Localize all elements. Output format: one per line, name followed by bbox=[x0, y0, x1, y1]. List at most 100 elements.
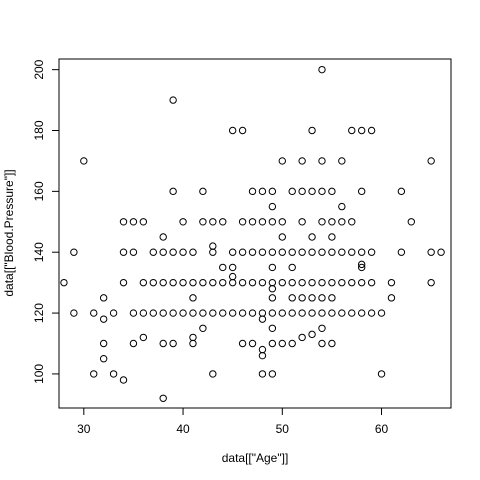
data-point bbox=[427, 248, 435, 256]
data-point bbox=[348, 309, 356, 317]
data-point bbox=[397, 248, 406, 256]
data-point bbox=[119, 218, 128, 226]
data-point bbox=[189, 278, 197, 287]
data-point bbox=[169, 96, 177, 104]
data-point bbox=[338, 218, 346, 226]
data-point bbox=[209, 218, 217, 226]
data-point bbox=[199, 309, 207, 317]
data-point bbox=[338, 309, 346, 317]
data-point bbox=[288, 248, 296, 256]
data-point bbox=[357, 126, 366, 135]
data-point bbox=[258, 309, 267, 317]
data-point bbox=[328, 218, 336, 226]
data-point bbox=[228, 248, 237, 256]
data-point bbox=[288, 263, 296, 272]
data-point bbox=[169, 309, 177, 317]
data-point bbox=[308, 248, 316, 256]
data-point bbox=[189, 309, 197, 317]
data-point bbox=[357, 309, 366, 317]
data-point bbox=[268, 370, 277, 378]
data-point bbox=[80, 157, 88, 165]
data-point bbox=[288, 187, 296, 196]
data-point bbox=[278, 218, 286, 226]
data-point bbox=[298, 309, 306, 317]
data-point bbox=[149, 248, 157, 256]
x-tick-label: 40 bbox=[176, 422, 190, 436]
data-point bbox=[219, 309, 227, 317]
data-point bbox=[228, 309, 237, 317]
data-point bbox=[427, 157, 435, 165]
data-point bbox=[159, 248, 167, 256]
data-point bbox=[328, 248, 336, 256]
data-point bbox=[318, 278, 326, 287]
data-point bbox=[268, 285, 277, 293]
data-point bbox=[407, 218, 416, 226]
data-point bbox=[328, 187, 336, 196]
data-point bbox=[338, 278, 346, 287]
data-point bbox=[308, 126, 316, 135]
data-point bbox=[348, 248, 356, 256]
data-point bbox=[318, 339, 326, 348]
y-tick-label: 100 bbox=[32, 364, 46, 384]
data-point bbox=[169, 248, 177, 256]
data-point bbox=[109, 370, 118, 378]
data-points bbox=[60, 65, 445, 402]
data-point bbox=[219, 263, 227, 272]
data-point bbox=[169, 339, 177, 348]
data-point bbox=[99, 294, 108, 302]
x-tick-label: 30 bbox=[77, 422, 91, 436]
data-point bbox=[238, 126, 247, 135]
data-point bbox=[367, 278, 376, 287]
data-point bbox=[228, 272, 237, 281]
data-point bbox=[60, 278, 68, 287]
data-point bbox=[258, 278, 267, 287]
data-point bbox=[318, 248, 326, 256]
data-point bbox=[268, 263, 277, 272]
data-point bbox=[298, 333, 306, 342]
data-point bbox=[189, 339, 197, 348]
data-point bbox=[308, 187, 316, 196]
data-point bbox=[238, 309, 247, 317]
data-point bbox=[189, 333, 197, 342]
data-point bbox=[338, 248, 346, 256]
data-point bbox=[139, 309, 148, 317]
data-point bbox=[159, 309, 167, 317]
data-point bbox=[348, 218, 356, 226]
data-point bbox=[199, 218, 207, 226]
y-tick-label: 140 bbox=[32, 242, 46, 262]
data-point bbox=[298, 278, 306, 287]
data-point bbox=[268, 294, 277, 302]
data-point bbox=[318, 294, 326, 302]
data-point bbox=[348, 278, 356, 287]
data-point bbox=[328, 309, 336, 317]
data-point bbox=[129, 309, 138, 317]
data-point bbox=[308, 294, 316, 302]
data-point bbox=[149, 309, 157, 317]
data-point bbox=[367, 248, 376, 256]
data-point bbox=[109, 309, 118, 317]
data-point bbox=[248, 218, 257, 226]
data-point bbox=[258, 370, 267, 378]
data-point bbox=[70, 248, 78, 256]
data-point bbox=[228, 126, 237, 135]
data-point bbox=[189, 294, 197, 302]
data-point bbox=[298, 157, 306, 165]
data-point bbox=[318, 324, 326, 332]
data-point bbox=[248, 248, 257, 256]
data-point bbox=[338, 157, 346, 165]
data-point bbox=[169, 278, 177, 287]
data-point bbox=[199, 324, 207, 332]
data-point bbox=[268, 339, 277, 348]
data-point bbox=[318, 187, 326, 196]
y-tick-label: 160 bbox=[32, 181, 46, 201]
data-point bbox=[179, 248, 187, 256]
data-point bbox=[357, 260, 366, 269]
data-point bbox=[268, 248, 277, 256]
data-point bbox=[328, 233, 336, 241]
data-point bbox=[199, 278, 207, 287]
data-point bbox=[209, 278, 217, 287]
data-point bbox=[258, 248, 267, 256]
data-point bbox=[129, 248, 138, 256]
data-point bbox=[238, 278, 247, 287]
